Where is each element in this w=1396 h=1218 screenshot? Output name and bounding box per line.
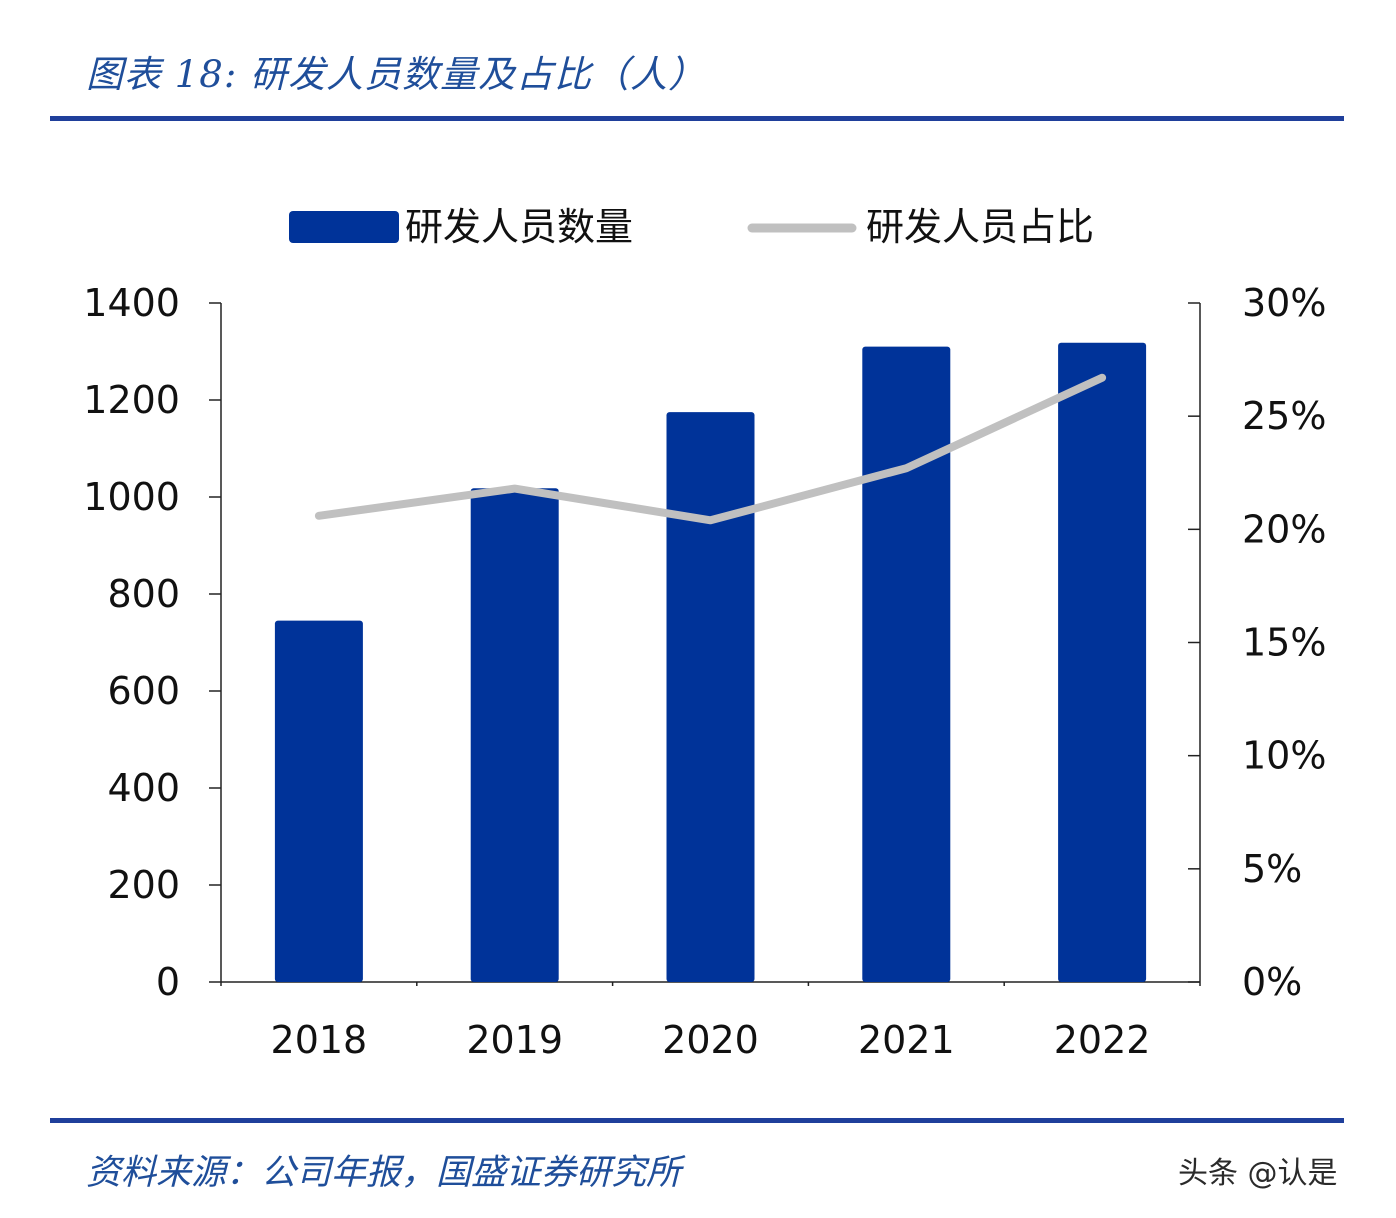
bar (470, 488, 559, 982)
right-axis-tick-label: 5% (1242, 847, 1302, 891)
legend-label-line: 研发人员占比 (866, 205, 1094, 249)
top-rule (50, 116, 1344, 121)
x-tick-labels: 2018 2019 2020 2021 2022 (271, 1018, 1151, 1062)
x-tick-label: 2022 (1054, 1018, 1151, 1062)
left-axis-tick-label: 600 (107, 669, 180, 713)
bottom-rule (50, 1118, 1344, 1123)
left-axis-tick-label: 1400 (83, 281, 180, 325)
left-axis-tick-label: 800 (107, 572, 180, 616)
line-point (513, 487, 516, 490)
right-axis-tick-label: 20% (1242, 507, 1326, 551)
line-point (905, 467, 908, 470)
left-axis-tick-label: 200 (107, 863, 180, 907)
bar (1058, 342, 1147, 982)
left-axis-tick-label: 400 (107, 766, 180, 810)
x-tick-label: 2021 (858, 1018, 955, 1062)
x-tick-label: 2020 (662, 1018, 759, 1062)
line-point (709, 519, 712, 522)
figure-title: 图表 18: 研发人员数量及占比（人） (86, 53, 707, 96)
bar-series (274, 342, 1147, 982)
bar (862, 346, 951, 982)
left-axis-tick-label: 1200 (83, 378, 180, 422)
right-axis-tick-label: 15% (1242, 621, 1326, 665)
line-series (314, 373, 1107, 525)
right-axis-tick-label: 0% (1242, 960, 1302, 1004)
left-axis-tick-label: 1000 (83, 475, 180, 519)
legend-swatch-bar (289, 211, 399, 243)
watermark: 头条 @认是 (1178, 1156, 1338, 1191)
left-axis-tick-label: 0 (156, 960, 180, 1004)
bar (274, 620, 363, 982)
line-point (1101, 376, 1104, 379)
line-point (317, 514, 320, 517)
bar (666, 412, 755, 982)
legend: 研发人员数量 研发人员占比 (289, 205, 1094, 249)
x-tick-label: 2018 (271, 1018, 368, 1062)
x-tick-label: 2019 (466, 1018, 563, 1062)
source-note: 资料来源：公司年报，国盛证券研究所 (86, 1153, 682, 1193)
chart: 研发人员数量 研发人员占比 0 200 400 600 800 1000 1200 1400 0%… (83, 205, 1326, 1062)
right-axis-tick-label: 30% (1242, 281, 1326, 325)
right-axis-tick-label: 25% (1242, 394, 1326, 438)
legend-label-bar: 研发人员数量 (405, 205, 633, 249)
right-axis-tick-label: 10% (1242, 734, 1326, 778)
axes: 0 200 400 600 800 1000 1200 1400 0% 5% 10% 15% 20% 25… (83, 281, 1326, 1004)
